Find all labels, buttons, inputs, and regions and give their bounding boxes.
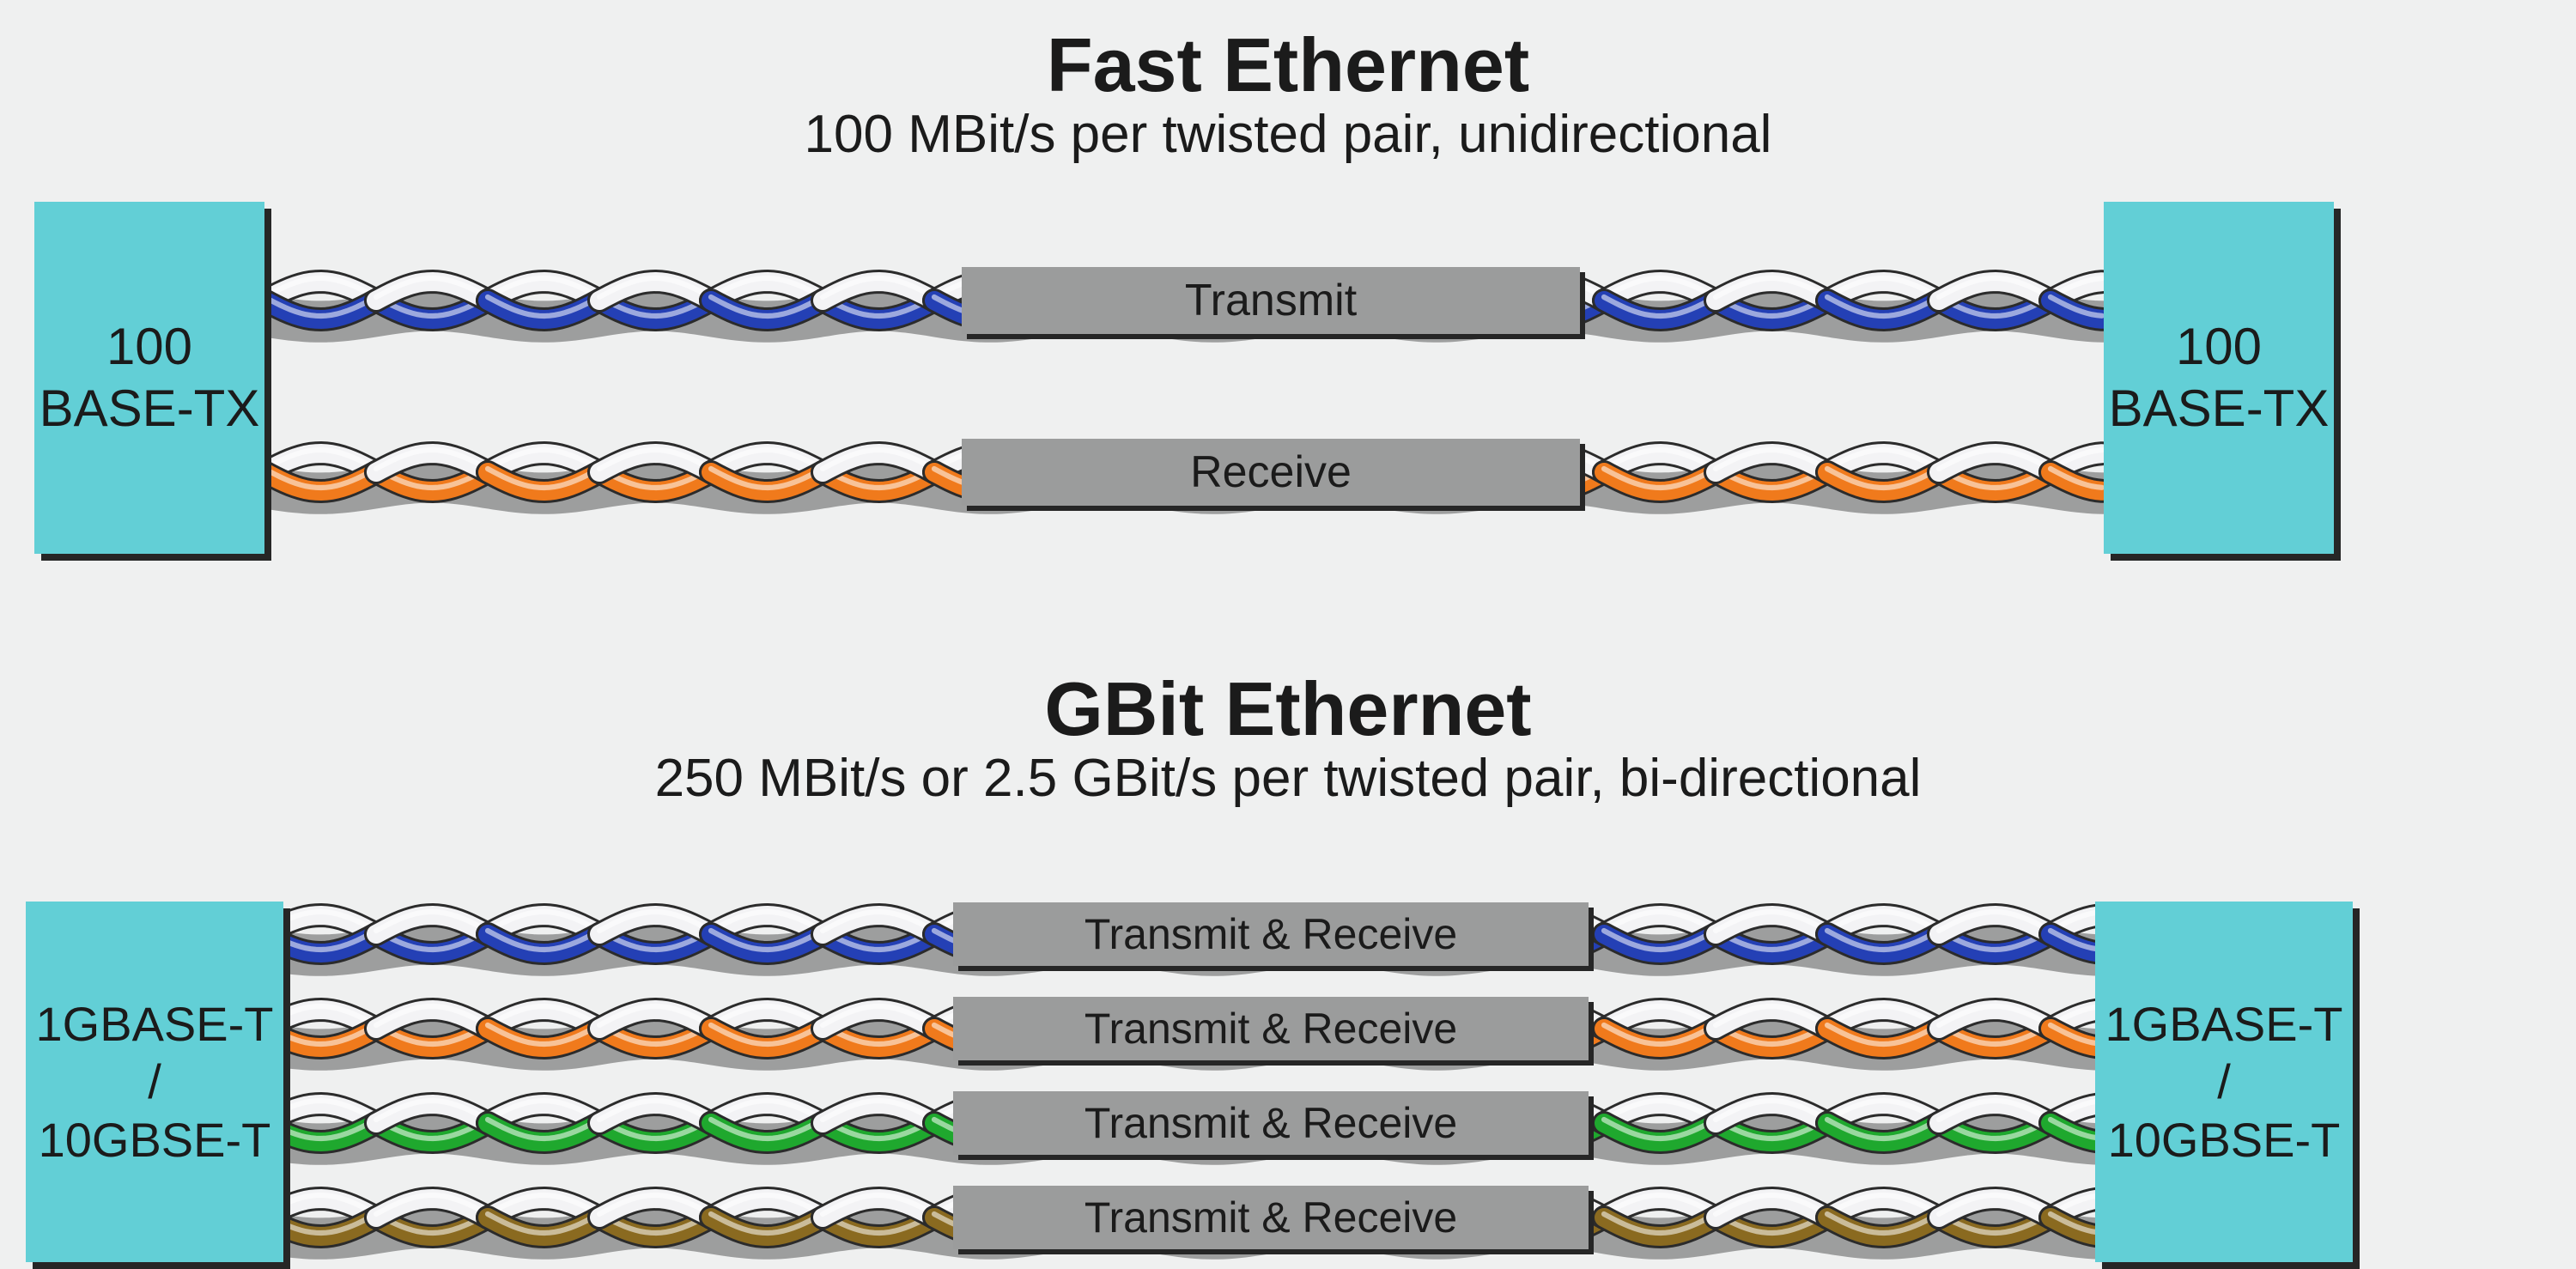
connector-label-line: 1GBASE-T [2105,995,2343,1053]
direction-label: Transmit [962,267,1580,334]
direction-label: Transmit & Receive [953,1091,1589,1155]
direction-label: Transmit & Receive [953,997,1589,1060]
gbit-connector-left: 1GBASE-T/10GBSE-T [26,902,283,1262]
connector-label-line: BASE-TX [39,378,260,440]
direction-label: Receive [962,439,1580,506]
fast-connector-left: 100BASE-TX [34,202,264,554]
gbit-ethernet-subtitle: 250 MBit/s or 2.5 GBit/s per twisted pai… [0,750,2576,806]
connector-label-line: 100 [106,316,192,378]
fast-ethernet-subtitle: 100 MBit/s per twisted pair, unidirectio… [0,106,2576,162]
fast-connector-right: 100BASE-TX [2104,202,2334,554]
connector-label-line: / [2217,1053,2231,1110]
gbit-ethernet-title: GBit Ethernet [0,670,2576,749]
connector-label-line: 10GBSE-T [2108,1111,2341,1169]
connector-label-line: / [148,1053,161,1110]
gbit-connector-right: 1GBASE-T/10GBSE-T [2095,902,2353,1262]
connector-label-line: 100 [2176,316,2262,378]
connector-label-line: 1GBASE-T [36,995,274,1053]
direction-label: Transmit & Receive [953,902,1589,966]
fast-ethernet-title: Fast Ethernet [0,26,2576,105]
connector-label-line: 10GBSE-T [39,1111,271,1169]
connector-label-line: BASE-TX [2109,378,2330,440]
direction-label: Transmit & Receive [953,1186,1589,1249]
